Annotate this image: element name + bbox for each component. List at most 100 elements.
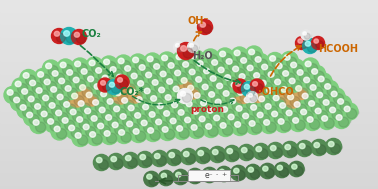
Ellipse shape <box>82 110 99 119</box>
Ellipse shape <box>105 101 122 109</box>
Bar <box>0 75 378 76</box>
Ellipse shape <box>286 110 292 116</box>
Ellipse shape <box>87 111 97 121</box>
Circle shape <box>254 109 271 126</box>
Ellipse shape <box>178 174 187 184</box>
Circle shape <box>249 85 266 102</box>
Ellipse shape <box>130 89 136 95</box>
Ellipse shape <box>214 62 224 72</box>
Circle shape <box>211 112 228 129</box>
Circle shape <box>164 75 181 92</box>
Ellipse shape <box>22 89 28 94</box>
Circle shape <box>39 92 56 109</box>
Circle shape <box>174 122 191 139</box>
Text: ·OHCO: ·OHCO <box>258 87 294 97</box>
Circle shape <box>83 89 100 106</box>
Ellipse shape <box>50 73 67 81</box>
Ellipse shape <box>9 92 20 102</box>
Bar <box>0 123 378 124</box>
Ellipse shape <box>273 95 279 101</box>
Ellipse shape <box>303 112 313 122</box>
Circle shape <box>283 107 300 124</box>
Ellipse shape <box>237 124 247 134</box>
Ellipse shape <box>299 72 310 82</box>
Circle shape <box>23 109 40 126</box>
Bar <box>0 60 378 61</box>
Ellipse shape <box>212 149 218 155</box>
Circle shape <box>231 119 248 136</box>
Bar <box>0 107 378 108</box>
Ellipse shape <box>27 82 44 91</box>
Circle shape <box>224 145 240 162</box>
Circle shape <box>188 122 205 139</box>
Ellipse shape <box>146 130 162 138</box>
Bar <box>0 93 378 94</box>
Ellipse shape <box>125 156 131 161</box>
Ellipse shape <box>154 153 160 159</box>
Ellipse shape <box>272 111 277 117</box>
Ellipse shape <box>328 141 334 147</box>
Ellipse shape <box>148 128 153 133</box>
Bar <box>0 61 378 62</box>
Bar <box>0 18 378 19</box>
Bar <box>0 80 378 81</box>
Ellipse shape <box>313 110 330 119</box>
Ellipse shape <box>95 102 105 112</box>
Circle shape <box>233 79 247 93</box>
Circle shape <box>218 104 235 121</box>
Circle shape <box>262 101 279 118</box>
Ellipse shape <box>257 59 268 69</box>
Circle shape <box>101 56 118 73</box>
Ellipse shape <box>94 84 100 89</box>
Ellipse shape <box>179 80 196 88</box>
Bar <box>0 88 378 89</box>
Ellipse shape <box>230 98 235 104</box>
Bar <box>0 144 378 145</box>
Circle shape <box>144 125 161 142</box>
Circle shape <box>202 167 217 183</box>
Bar <box>0 173 378 174</box>
Bar <box>0 77 378 78</box>
Ellipse shape <box>226 116 243 125</box>
Circle shape <box>271 76 288 93</box>
Bar <box>0 137 378 138</box>
Ellipse shape <box>260 80 266 86</box>
Circle shape <box>71 58 88 75</box>
Ellipse shape <box>203 102 213 113</box>
Ellipse shape <box>221 93 238 101</box>
Ellipse shape <box>273 81 289 90</box>
Circle shape <box>161 108 178 125</box>
Circle shape <box>11 94 28 111</box>
Ellipse shape <box>316 41 324 49</box>
Ellipse shape <box>88 76 94 82</box>
Ellipse shape <box>246 51 263 60</box>
Ellipse shape <box>198 79 208 89</box>
Ellipse shape <box>98 93 115 102</box>
Ellipse shape <box>96 86 107 96</box>
Ellipse shape <box>64 72 81 80</box>
Ellipse shape <box>282 105 292 115</box>
Circle shape <box>132 109 149 126</box>
Ellipse shape <box>84 71 94 81</box>
Ellipse shape <box>220 123 226 128</box>
Ellipse shape <box>308 64 318 74</box>
Ellipse shape <box>310 119 320 129</box>
Bar <box>0 89 378 90</box>
Ellipse shape <box>28 96 34 102</box>
Ellipse shape <box>193 56 203 66</box>
Circle shape <box>87 129 104 146</box>
Ellipse shape <box>197 20 200 23</box>
Ellipse shape <box>24 114 41 123</box>
Circle shape <box>65 122 82 139</box>
Ellipse shape <box>336 115 342 120</box>
Circle shape <box>322 81 339 98</box>
Ellipse shape <box>316 145 326 154</box>
Ellipse shape <box>217 171 232 179</box>
Circle shape <box>239 144 254 161</box>
Ellipse shape <box>103 117 120 125</box>
Ellipse shape <box>33 120 39 125</box>
Ellipse shape <box>202 24 211 33</box>
Ellipse shape <box>251 83 265 90</box>
Ellipse shape <box>195 111 205 121</box>
Ellipse shape <box>314 143 319 148</box>
